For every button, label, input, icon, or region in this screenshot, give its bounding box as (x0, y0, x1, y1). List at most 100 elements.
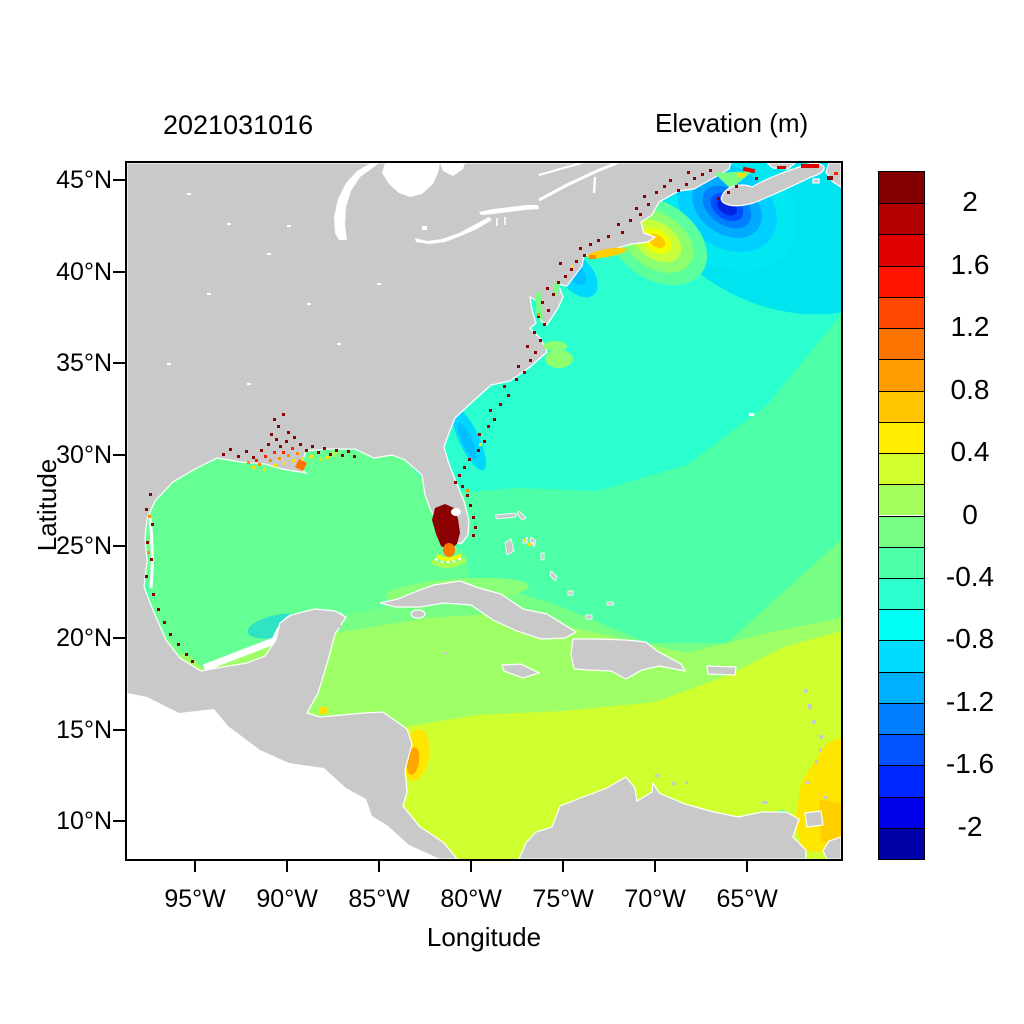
coastal-speckle (526, 537, 528, 539)
coastal-speckle (311, 445, 314, 448)
coastal-speckle (310, 455, 313, 458)
colorbar-segment (879, 265, 924, 297)
coastal-speckle (282, 451, 285, 454)
colorbar-segment (879, 546, 924, 578)
coastal-speckle (570, 268, 573, 271)
trinidad-land (804, 810, 824, 828)
coastal-speckle (147, 551, 150, 554)
y-tick-label: 35°N (56, 349, 112, 378)
colorbar-tick-label: -1.2 (945, 685, 995, 717)
colorbar-segment (879, 640, 924, 672)
y-tick-label: 20°N (56, 623, 112, 652)
coastal-speckle (472, 516, 475, 519)
coastal-speckle (291, 447, 294, 450)
coastal-speckle (621, 231, 624, 234)
coastal-speckle (589, 243, 592, 246)
coastal-speckle (489, 409, 492, 412)
coastal-speckle (507, 394, 510, 397)
coastal-speckle (255, 459, 258, 462)
coastal-speckle (260, 449, 263, 452)
coastal-speckle (575, 260, 578, 263)
coastal-speckle (353, 455, 356, 458)
coastal-speckle (663, 185, 666, 188)
colorbar-segment (879, 172, 924, 204)
coastal-speckle (639, 213, 642, 216)
lake-ontario (479, 205, 539, 215)
coastal-speckle (319, 458, 322, 461)
plot-title-variable: Elevation (m) (655, 108, 809, 138)
coastal-speckle (454, 481, 457, 484)
x-tick-label: 65°W (716, 885, 778, 913)
coastal-speckle (515, 378, 518, 381)
coastal-speckle (717, 197, 720, 200)
x-tick-mark (470, 859, 473, 872)
coastal-speckle (169, 633, 172, 636)
colorbar-segment (879, 328, 924, 360)
coastal-speckle (643, 195, 646, 198)
colorbar-tick-label: -2 (957, 810, 983, 842)
coastal-speckle (229, 448, 232, 451)
south-florida-flood-zone (432, 504, 460, 550)
x-tick-mark (562, 859, 565, 872)
y-tick-label: 25°N (56, 532, 112, 561)
colorbar-tick-label: 2 (962, 186, 978, 218)
coastal-speckle (478, 433, 481, 436)
lake-michigan (334, 163, 379, 240)
x-tick-mark (746, 859, 749, 872)
colorbar-tick-label: 0 (962, 498, 978, 530)
pacific-no-data (127, 693, 440, 859)
plot-title-datetime: 2021031016 (163, 110, 314, 140)
x-tick-label: 85°W (348, 885, 410, 913)
coastal-speckle (552, 293, 555, 296)
coastal-speckle (526, 345, 529, 348)
coastal-speckle (546, 287, 549, 290)
x-tick-label: 90°W (256, 885, 318, 913)
coastal-speckle (277, 425, 280, 428)
y-tick-mark (113, 179, 127, 182)
coastal-speckle (269, 459, 272, 462)
coastal-speckle (148, 515, 151, 518)
plot-frame (125, 161, 843, 861)
colorbar-tick-label: -0.8 (945, 623, 995, 655)
coastal-speckle (487, 425, 490, 428)
coastal-speckle (326, 456, 329, 459)
coastal-speckle (541, 301, 544, 304)
colorbar-segment (879, 765, 924, 797)
land-masses (127, 163, 841, 859)
coastal-speckle (285, 440, 288, 443)
coastal-speckle (177, 643, 180, 646)
coastal-speckle (537, 313, 540, 316)
coastal-speckle (267, 443, 270, 446)
coastal-speckle (145, 508, 148, 511)
y-tick-mark (113, 545, 127, 548)
colorbar-segment (879, 702, 924, 735)
coastal-speckle (263, 468, 266, 471)
colorbar-segment (879, 827, 924, 859)
colorbar-tick-label: 0.4 (950, 436, 990, 468)
coastal-speckle (299, 443, 302, 446)
coastal-speckle (149, 493, 152, 496)
cuba-land (379, 580, 578, 640)
coastal-speckle (273, 451, 276, 454)
coastal-speckle (709, 169, 712, 172)
coastal-speckle (347, 450, 350, 453)
coastal-speckle (191, 660, 194, 663)
colorbar-tick-label: 1.6 (950, 248, 990, 280)
coastal-speckle (533, 331, 536, 334)
coastal-speckle (287, 454, 290, 457)
coastal-speckle (547, 309, 550, 312)
florida-keys (434, 556, 464, 563)
colorbar (878, 171, 925, 860)
coastal-speckle (499, 403, 502, 406)
coastal-speckle (517, 365, 520, 368)
colorbar-segment (879, 453, 924, 485)
coastal-speckle (693, 177, 696, 180)
coastal-speckle (152, 593, 155, 596)
coastal-speckle (151, 523, 154, 526)
coastal-speckle (557, 281, 560, 284)
coastal-speckle (472, 534, 475, 537)
y-tick-label: 45°N (56, 166, 112, 195)
y-tick-label: 10°N (56, 807, 112, 836)
great-lakes-and-rivers (167, 163, 618, 385)
colorbar-segment (879, 359, 924, 391)
